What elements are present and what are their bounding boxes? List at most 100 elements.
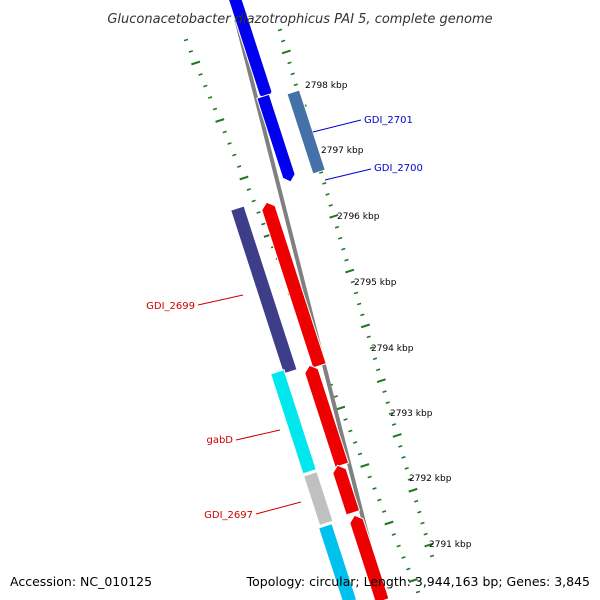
tick-mark	[391, 423, 397, 426]
tick-mark	[417, 510, 422, 514]
tick-mark	[319, 171, 324, 174]
tick-mark	[376, 378, 386, 384]
tick-mark	[281, 39, 286, 43]
tick-mark	[407, 477, 412, 481]
tick-mark	[239, 175, 249, 181]
tick-mark	[382, 390, 387, 394]
gene-layer	[228, 0, 390, 600]
tick-mark	[392, 433, 402, 438]
tick-mark	[408, 578, 418, 583]
gene-segment-gdi-2697	[303, 471, 334, 527]
tick-mark	[415, 590, 421, 594]
tick-mark	[420, 521, 425, 525]
tick-mark	[237, 165, 242, 168]
tick-mark	[384, 520, 394, 526]
gdi-2700-leader	[324, 168, 372, 181]
gdi-2697-leader	[255, 501, 302, 515]
tick-mark	[357, 302, 362, 306]
tick-mark	[382, 510, 387, 513]
tick-mark	[345, 268, 355, 274]
tick-mark	[404, 466, 409, 470]
tick-label: 2795 kbp	[354, 278, 397, 288]
tick-mark	[208, 96, 213, 99]
tick-label: 2793 kbp	[390, 409, 433, 419]
tick-label: 2792 kbp	[409, 474, 452, 484]
topology-text: Topology: circular; Length: 3,944,163 bp…	[246, 574, 590, 589]
tick-mark	[341, 247, 346, 251]
tick-mark	[188, 50, 193, 53]
tick-mark	[353, 441, 358, 444]
tick-mark	[388, 412, 393, 415]
tick-mark	[322, 182, 327, 185]
tick-mark	[183, 38, 189, 42]
tick-label: 2797 kbp	[321, 146, 364, 156]
tick-mark	[329, 213, 339, 219]
tick-mark	[401, 455, 406, 459]
gdi-2699-leader	[197, 294, 244, 306]
gabd-leader	[235, 429, 281, 441]
tick-mark	[424, 542, 434, 548]
gene-segment-red-1	[261, 201, 327, 369]
gdi-2701-leader	[312, 119, 362, 133]
accession-text: Accession: NC_010125	[10, 574, 152, 589]
tick-mark	[367, 475, 372, 479]
tick-mark	[325, 192, 330, 196]
tick-mark	[350, 280, 355, 284]
tick-mark	[376, 368, 381, 372]
gene-segment-red-3	[332, 464, 361, 516]
gdi-2700-label: GDI_2700	[374, 163, 423, 174]
tick-label: 2798 kbp	[305, 81, 348, 91]
tick-label: 2794 kbp	[371, 344, 414, 354]
label-layer: 2798 kbp 2797 kbp 2796 kbp 2795 kbp 2794 kbp…	[146, 81, 472, 550]
tick-mark	[366, 335, 371, 339]
tick-mark	[398, 445, 403, 448]
tick-mark	[396, 544, 401, 548]
tick-mark	[333, 395, 338, 398]
tick-mark	[343, 418, 348, 421]
tick-mark	[198, 73, 203, 76]
tick-mark	[414, 499, 419, 503]
tick-mark	[246, 188, 251, 191]
tick-mark	[360, 313, 365, 317]
tick-mark	[277, 28, 283, 32]
tick-mark	[287, 61, 292, 65]
tick-mark	[215, 118, 225, 123]
tick-mark	[251, 199, 256, 203]
tick-mark	[429, 554, 435, 558]
tick-mark	[290, 72, 295, 76]
tick-mark	[256, 211, 261, 214]
tick-mark	[369, 346, 374, 350]
tick-mark	[372, 487, 377, 490]
tick-mark	[328, 203, 333, 207]
tick-mark	[406, 567, 411, 571]
tick-mark	[222, 130, 227, 134]
tick-mark	[360, 323, 371, 329]
tick-mark	[377, 498, 382, 502]
tick-mark	[423, 532, 428, 536]
tick-label: 2796 kbp	[337, 212, 380, 222]
gene-segment-gdi-2699	[230, 205, 298, 375]
tick-mark	[344, 258, 349, 262]
tick-mark	[203, 84, 208, 88]
backbone-layer	[229, 0, 386, 600]
tick-mark	[401, 556, 406, 559]
tick-mark	[232, 153, 237, 157]
tick-label: 2791 kbp	[429, 540, 472, 550]
tick-mark	[372, 357, 378, 361]
tick-mark	[212, 107, 218, 111]
gene-segment-gdi-2700	[286, 89, 326, 175]
tick-mark	[408, 487, 418, 493]
genome-backbone	[229, 0, 386, 600]
tick-mark	[293, 83, 298, 87]
gdi-2697-label: GDI_2697	[204, 510, 253, 521]
gene-segment-gabd	[270, 369, 317, 475]
tick-mark	[261, 222, 266, 226]
tick-mark	[385, 401, 390, 404]
gdi-2701-label: GDI_2701	[364, 115, 413, 126]
tick-mark	[227, 142, 232, 145]
tick-mark	[338, 236, 343, 240]
gene-segment-gdi-2701	[256, 93, 296, 183]
tick-mark	[391, 533, 396, 536]
tick-mark	[336, 405, 346, 411]
